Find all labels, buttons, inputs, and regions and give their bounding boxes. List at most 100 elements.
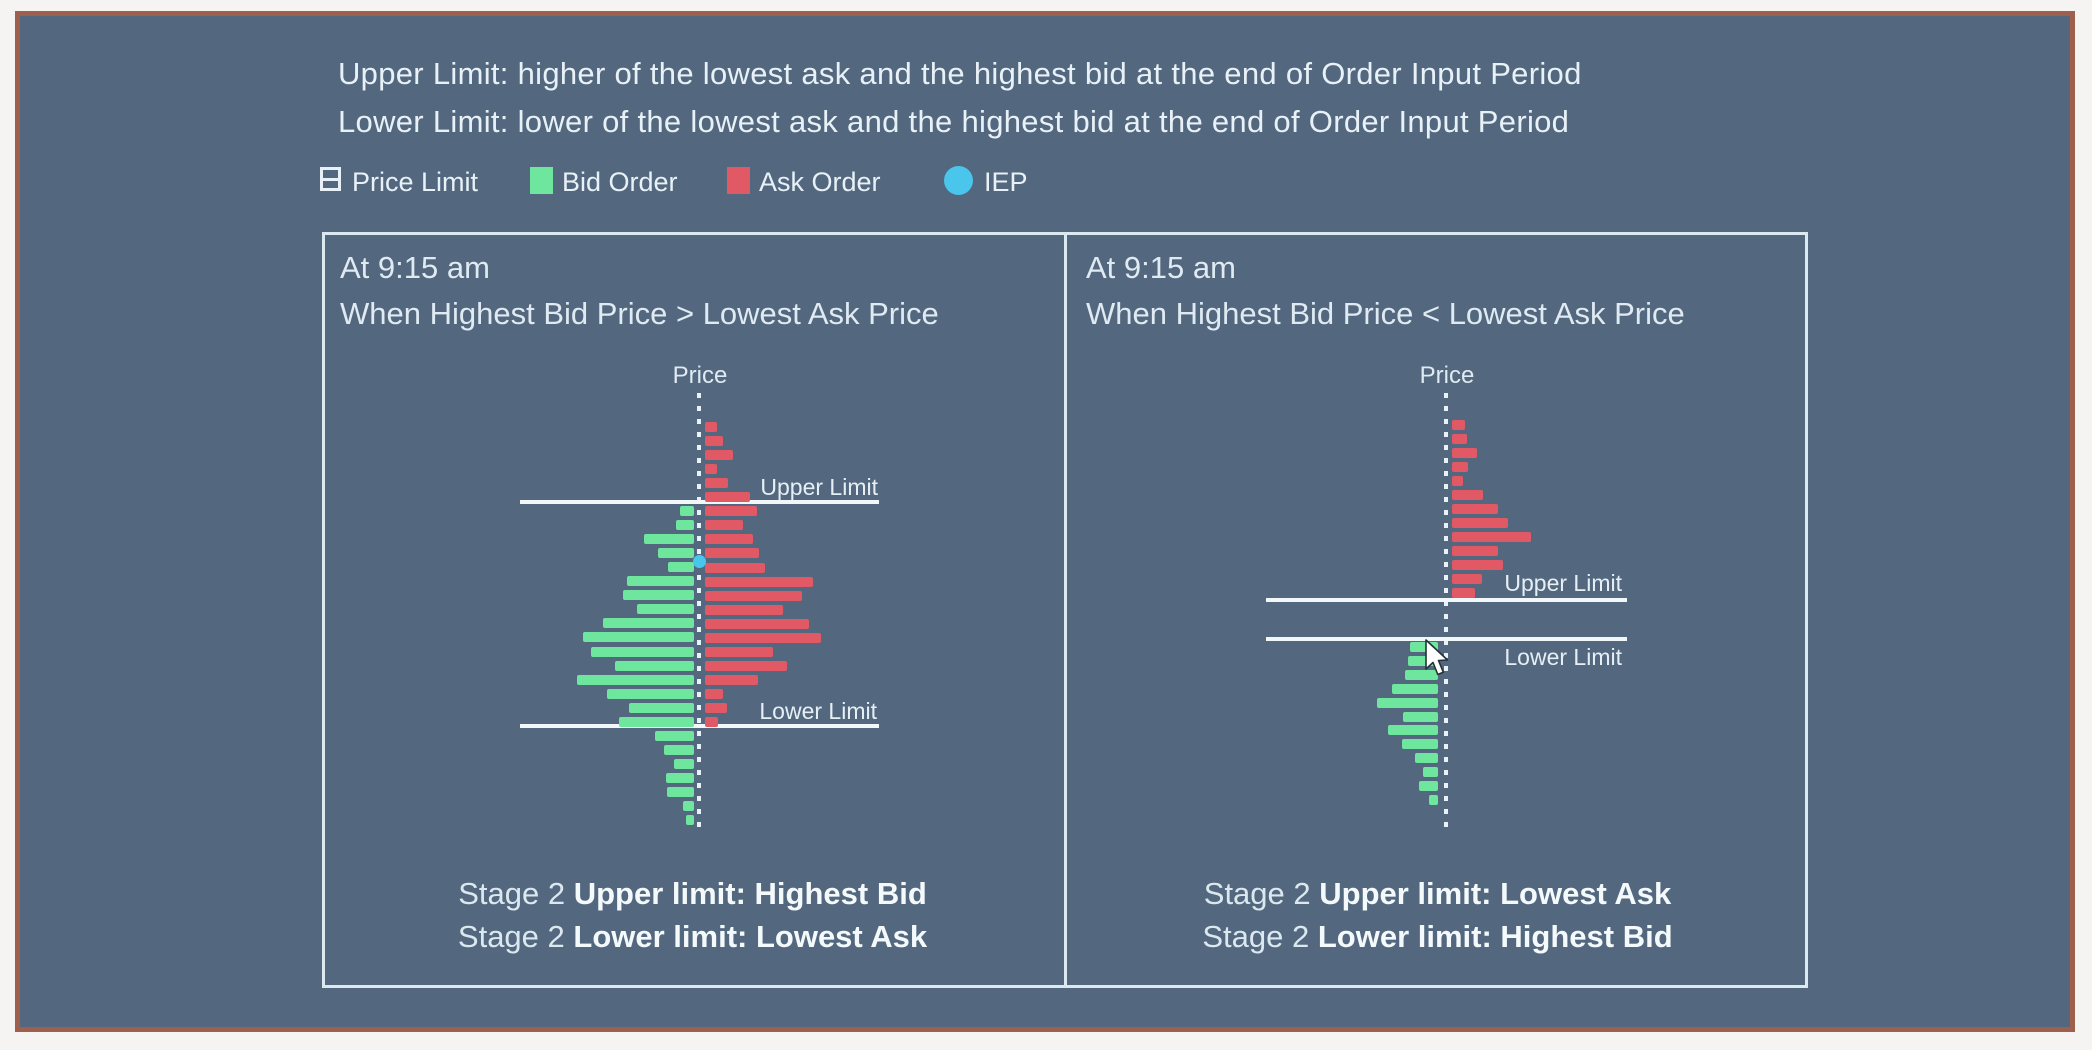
ask-order-bar bbox=[705, 703, 727, 713]
bid-order-bar bbox=[1392, 684, 1438, 694]
bid-order-swatch-icon bbox=[530, 167, 553, 194]
bid-order-bar bbox=[1419, 781, 1438, 791]
ask-order-bar bbox=[705, 577, 813, 587]
bid-order-bar bbox=[674, 759, 694, 769]
left-caption-lower-prefix: Stage 2 bbox=[457, 919, 574, 954]
bid-order-bar bbox=[686, 815, 694, 825]
left-price-axis bbox=[697, 393, 701, 828]
ask-order-bar bbox=[1452, 574, 1482, 584]
right-upper-limit-line bbox=[1266, 598, 1627, 602]
left-caption-upper-rule: Upper limit: Highest Bid bbox=[573, 876, 927, 911]
legend-label-ask-order: Ask Order bbox=[759, 167, 881, 197]
left-caption-lower: Stage 2 Lower limit: Lowest Ask bbox=[322, 915, 1063, 958]
iep-marker bbox=[693, 555, 706, 568]
ask-order-bar bbox=[705, 422, 717, 432]
price-limit-icon bbox=[320, 167, 341, 191]
right-caption-upper-rule: Upper limit: Lowest Ask bbox=[1319, 876, 1672, 911]
right-panel-caption: Stage 2 Upper limit: Lowest Ask Stage 2 … bbox=[1067, 872, 1808, 958]
bid-order-bar bbox=[1415, 753, 1438, 763]
bid-order-bar bbox=[683, 801, 694, 811]
bid-order-bar bbox=[577, 675, 694, 685]
ask-order-bar bbox=[1452, 560, 1503, 570]
right-panel-condition: When Highest Bid Price < Lowest Ask Pric… bbox=[1086, 296, 1685, 331]
definitions-header: Upper Limit: higher of the lowest ask an… bbox=[338, 50, 1582, 146]
right-caption-upper: Stage 2 Upper limit: Lowest Ask bbox=[1067, 872, 1808, 915]
ask-order-bar bbox=[705, 548, 759, 558]
right-caption-upper-prefix: Stage 2 bbox=[1203, 876, 1320, 911]
left-price-axis-label: Price bbox=[672, 362, 728, 389]
panel-divider bbox=[1064, 232, 1067, 988]
ask-order-bar bbox=[705, 506, 757, 516]
ask-order-bar bbox=[705, 520, 743, 530]
bid-order-bar bbox=[1405, 670, 1438, 680]
bid-order-bar bbox=[1429, 795, 1438, 805]
bid-order-bar bbox=[615, 661, 694, 671]
ask-order-bar bbox=[1452, 532, 1531, 542]
ask-order-bar bbox=[705, 605, 783, 615]
slide-canvas: Upper Limit: higher of the lowest ask an… bbox=[15, 11, 2075, 1032]
right-price-axis bbox=[1444, 393, 1448, 828]
bid-order-bar bbox=[1423, 767, 1438, 777]
legend-label-bid-order: Bid Order bbox=[562, 167, 678, 197]
right-caption-lower: Stage 2 Lower limit: Highest Bid bbox=[1067, 915, 1808, 958]
bid-order-bar bbox=[637, 604, 694, 614]
right-panel-title: At 9:15 am When Highest Bid Price < Lowe… bbox=[1086, 245, 1685, 337]
left-lower-limit-line bbox=[520, 724, 879, 728]
left-caption-upper-prefix: Stage 2 bbox=[458, 876, 574, 911]
ask-order-bar bbox=[1452, 448, 1477, 458]
ask-order-bar bbox=[705, 478, 728, 488]
bid-order-bar bbox=[680, 506, 694, 516]
bid-order-bar bbox=[607, 689, 694, 699]
bid-order-bar bbox=[627, 576, 694, 586]
bid-order-bar bbox=[623, 590, 694, 600]
bid-order-bar bbox=[619, 717, 694, 727]
left-lower-limit-label: Lower Limit bbox=[759, 698, 877, 724]
ask-order-bar bbox=[1452, 434, 1467, 444]
right-panel-time: At 9:15 am bbox=[1086, 250, 1236, 285]
left-panel-caption: Stage 2 Upper limit: Highest Bid Stage 2… bbox=[322, 872, 1063, 958]
legend-label-price-limit: Price Limit bbox=[352, 167, 479, 197]
ask-order-bar bbox=[705, 647, 773, 657]
right-caption-lower-rule: Lower limit: Highest Bid bbox=[1317, 919, 1673, 954]
bid-order-bar bbox=[1408, 656, 1438, 666]
bid-order-bar bbox=[655, 731, 694, 741]
bid-order-bar bbox=[591, 647, 694, 657]
ask-order-bar bbox=[705, 492, 750, 502]
bid-order-bar bbox=[1410, 642, 1438, 652]
ask-order-bar bbox=[705, 675, 758, 685]
upper-limit-definition: Upper Limit: higher of the lowest ask an… bbox=[338, 56, 1582, 91]
bid-order-bar bbox=[664, 745, 694, 755]
ask-order-bar bbox=[1452, 476, 1463, 486]
bid-order-bar bbox=[658, 548, 694, 558]
ask-order-bar bbox=[705, 633, 821, 643]
ask-order-bar bbox=[1452, 490, 1483, 500]
ask-order-bar bbox=[1452, 462, 1468, 472]
bid-order-bar bbox=[1403, 712, 1438, 722]
ask-order-bar bbox=[705, 661, 787, 671]
ask-order-bar bbox=[1452, 588, 1475, 598]
ask-order-bar bbox=[705, 689, 723, 699]
ask-order-swatch-icon bbox=[727, 167, 750, 194]
ask-order-bar bbox=[1452, 420, 1465, 430]
bid-order-bar bbox=[1388, 725, 1438, 735]
bid-order-bar bbox=[644, 534, 694, 544]
ask-order-bar bbox=[705, 450, 733, 460]
ask-order-bar bbox=[705, 563, 765, 573]
ask-order-bar bbox=[705, 619, 809, 629]
left-panel-time: At 9:15 am bbox=[340, 250, 490, 285]
bid-order-bar bbox=[668, 562, 694, 572]
iep-dot-icon bbox=[944, 166, 973, 195]
right-price-axis-label: Price bbox=[1419, 362, 1475, 389]
right-lower-limit-line bbox=[1266, 637, 1627, 641]
ask-order-bar bbox=[705, 591, 802, 601]
ask-order-bar bbox=[1452, 504, 1498, 514]
ask-order-bar bbox=[1452, 546, 1498, 556]
left-caption-upper: Stage 2 Upper limit: Highest Bid bbox=[322, 872, 1063, 915]
ask-order-bar bbox=[705, 464, 717, 474]
ask-order-bar bbox=[1452, 518, 1508, 528]
left-caption-lower-rule: Lower limit: Lowest Ask bbox=[573, 919, 928, 954]
bid-order-bar bbox=[1377, 698, 1438, 708]
bid-order-bar bbox=[583, 632, 694, 642]
